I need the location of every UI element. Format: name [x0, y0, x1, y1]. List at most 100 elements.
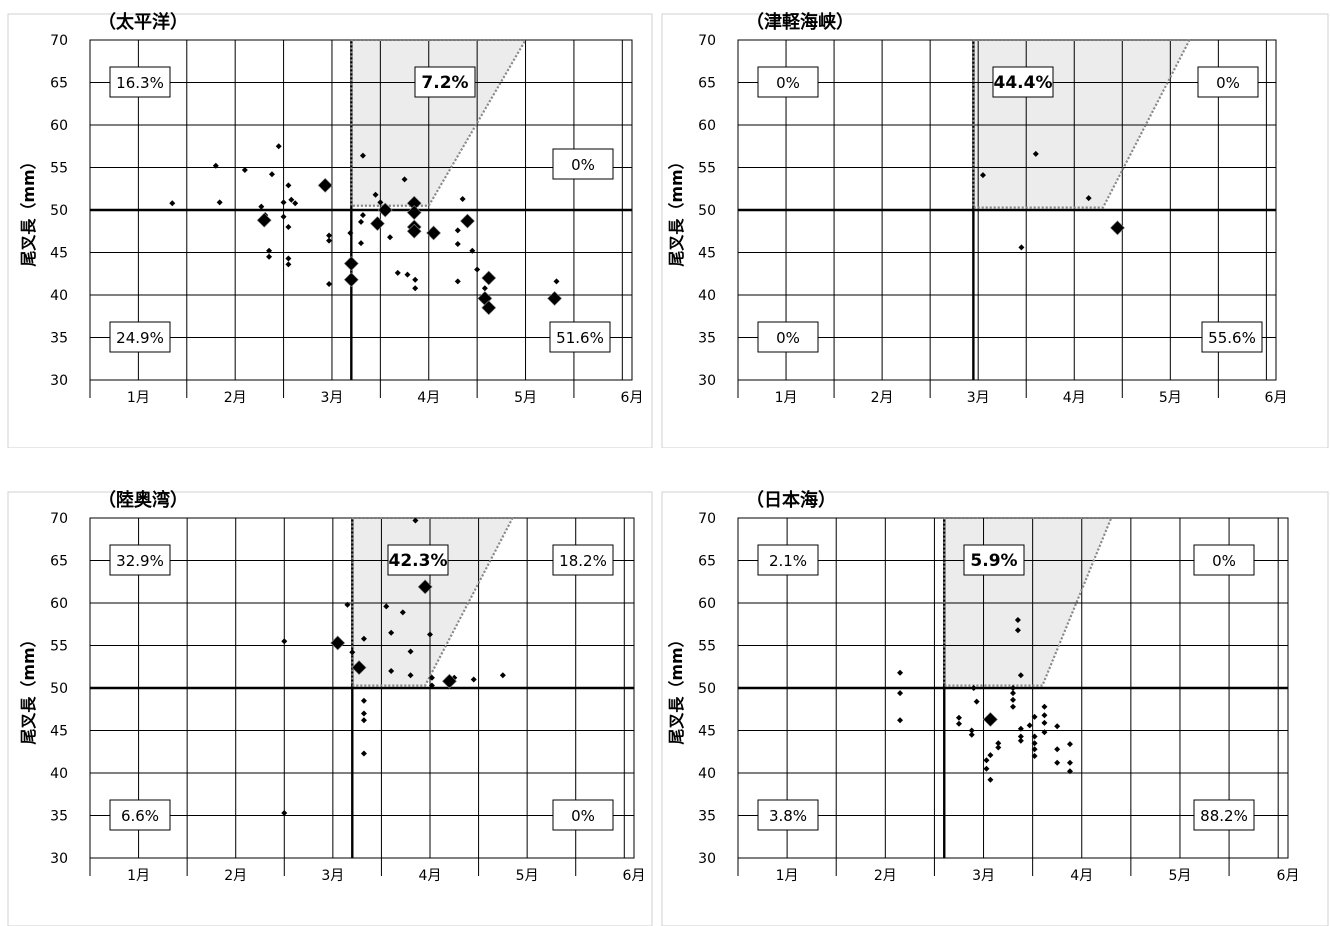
data-point: [360, 697, 367, 704]
panel-frame: [7, 491, 653, 926]
panel-frame: [661, 13, 1329, 448]
data-point: [412, 517, 419, 524]
data-point: [383, 603, 390, 610]
data-point: [474, 266, 481, 273]
y-tick-label: 70: [698, 511, 716, 527]
x-tick-label: 6月: [1277, 868, 1300, 884]
data-point-large: [481, 300, 497, 316]
y-tick-label: 30: [698, 373, 716, 389]
data-point: [987, 752, 994, 759]
quadrant-label-box: [552, 544, 614, 576]
y-tick-label: 45: [698, 724, 716, 740]
data-point: [347, 229, 354, 236]
data-point-large: [351, 660, 367, 676]
y-tick-label: 45: [50, 246, 68, 262]
y-tick-label: 55: [698, 161, 716, 177]
data-point-large: [343, 256, 359, 271]
y-tick-label: 65: [50, 76, 68, 92]
data-point: [404, 271, 411, 278]
quadrant-label: 18.2%: [559, 552, 607, 570]
data-point: [481, 285, 488, 292]
quadrant-label-box: [109, 799, 171, 831]
data-point: [970, 685, 977, 691]
data-point: [266, 247, 273, 254]
data-point: [1014, 627, 1021, 634]
y-tick-label: 70: [698, 33, 716, 49]
quadrant-label: 0%: [1216, 74, 1240, 92]
data-point: [359, 212, 366, 219]
data-point: [268, 171, 275, 178]
quadrant-label-box: [1193, 799, 1255, 831]
quadrant-label: 44.4%: [994, 73, 1053, 93]
x-tick-label: 6月: [623, 868, 646, 884]
data-point: [454, 278, 461, 285]
y-axis-label: 尾叉長（mm）: [667, 153, 686, 266]
data-point: [281, 638, 288, 645]
quadrant-label-box: [387, 544, 449, 576]
data-point: [995, 744, 1002, 751]
quadrant-label-box: [757, 799, 819, 831]
data-point: [955, 720, 962, 727]
quadrant-label: 5.9%: [970, 551, 1017, 571]
data-point: [349, 649, 356, 656]
x-tick-label: 1月: [776, 868, 799, 884]
data-point: [1026, 722, 1033, 729]
data-point: [1031, 746, 1038, 753]
data-point: [459, 195, 466, 202]
data-point: [280, 199, 287, 206]
chart-sea-of-japan: 30 35 40 45 50 55 60 65 70 1月 2月 3月 4月 5月 6月 尾叉長（mm） （日本…: [661, 489, 1329, 926]
data-point: [412, 276, 419, 283]
data-point: [326, 280, 333, 287]
quadrant-label-box: [757, 66, 819, 98]
data-point: [955, 714, 962, 721]
y-tick-label: 65: [698, 554, 716, 570]
data-point: [1010, 703, 1016, 710]
data-point-large: [330, 635, 346, 651]
quadrant-label: 7.2%: [421, 73, 468, 93]
quadrant-label-box: [109, 544, 171, 576]
quadrant-label: 55.6%: [1208, 329, 1256, 347]
data-point: [973, 698, 980, 705]
highlight-area: [943, 517, 1113, 687]
data-point: [288, 196, 295, 203]
quadrant-label: 32.9%: [116, 552, 164, 570]
chart-title: （太平洋）: [98, 11, 188, 33]
x-tick-label: 6月: [621, 390, 644, 406]
quadrant-label-box: [109, 66, 171, 98]
quadrant-label: 16.3%: [116, 74, 164, 92]
data-point: [983, 765, 990, 772]
quadrant-label: 24.9%: [116, 329, 164, 347]
x-tick-label: 6月: [1265, 390, 1288, 406]
quadrant-label: 0%: [776, 329, 800, 347]
data-point-large: [406, 205, 422, 220]
data-point: [897, 717, 904, 724]
y-tick-label: 40: [698, 288, 716, 304]
quadrant-label-box: [1201, 321, 1263, 353]
chart-title: （津軽海峡）: [746, 11, 854, 33]
y-tick-label: 40: [50, 288, 68, 304]
quadrant-label-box: [552, 148, 614, 180]
data-point: [1017, 733, 1024, 740]
y-tick-label: 30: [50, 851, 68, 867]
y-tick-label: 60: [50, 118, 68, 134]
x-tick-label: 4月: [1063, 390, 1086, 406]
data-point: [388, 668, 395, 674]
data-point: [326, 232, 333, 239]
data-point: [275, 143, 282, 150]
panel-frame: [7, 13, 653, 448]
x-tick-label: 5月: [516, 868, 539, 884]
quadrant-label-box: [1193, 544, 1255, 576]
x-tick-label: 3月: [321, 868, 344, 884]
data-point: [553, 278, 560, 285]
y-tick-label: 40: [50, 766, 68, 782]
data-point: [326, 237, 333, 244]
quadrant-label-box: [992, 66, 1054, 98]
data-point: [454, 241, 461, 247]
x-tick-label: 1月: [127, 868, 150, 884]
data-point: [280, 213, 287, 220]
data-point: [285, 255, 292, 262]
quadrant-label-box: [963, 544, 1025, 576]
x-tick-label: 3月: [967, 390, 990, 406]
chart-tsugaru-strait: 30 35 40 45 50 55 60 65 70 1月 2月 3月 4月 5月 6月 尾叉長（mm） （津軽…: [661, 11, 1329, 448]
y-tick-label: 40: [698, 766, 716, 782]
